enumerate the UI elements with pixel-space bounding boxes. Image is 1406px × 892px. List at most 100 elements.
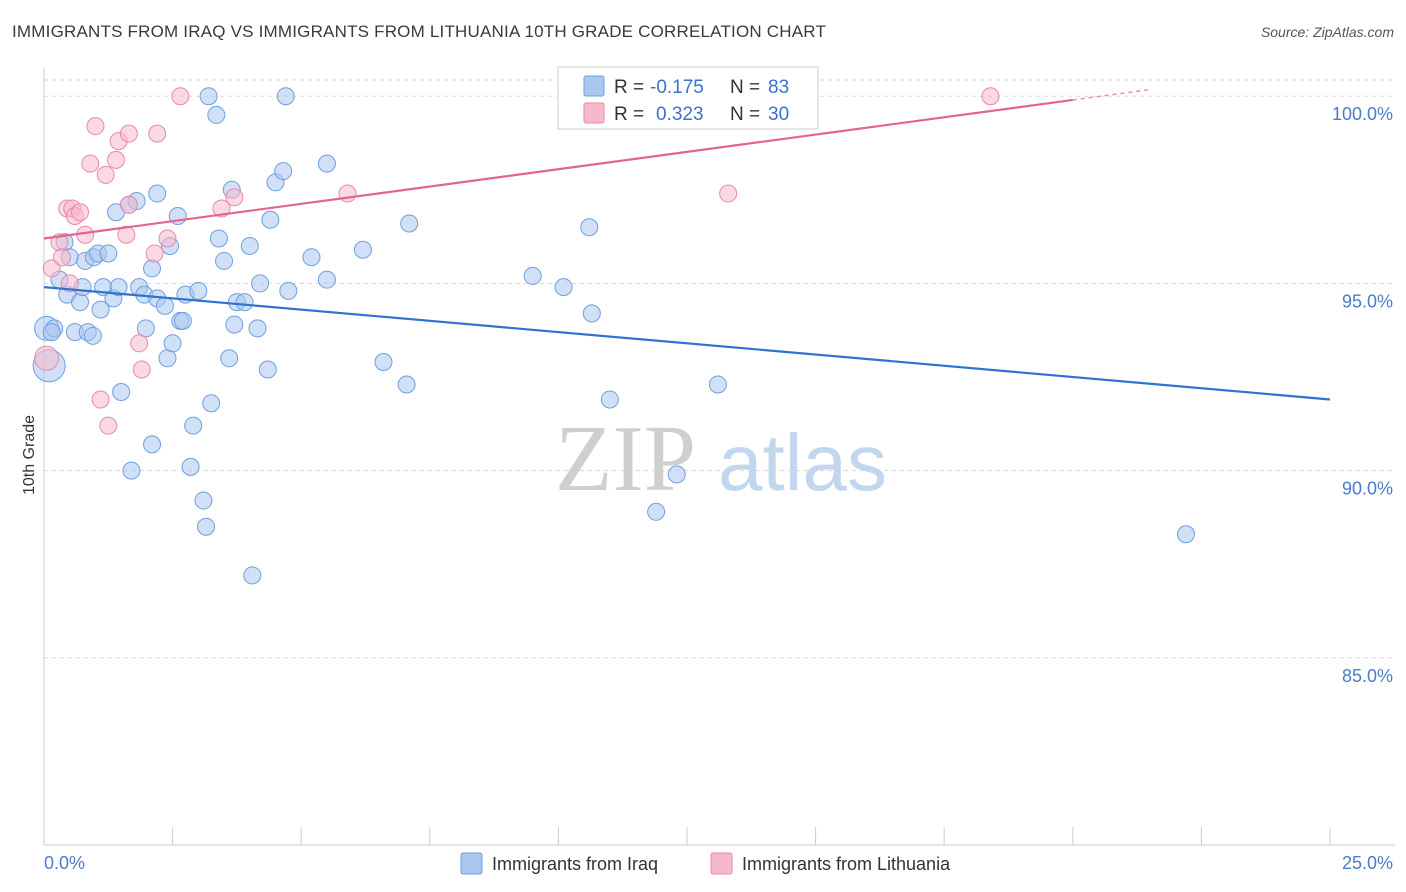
point-iraq-45 bbox=[199, 87, 218, 106]
point-iraq-65 bbox=[302, 248, 321, 267]
axis-layer: 85.0% 90.0% 95.0% 100.0% 0.0% 25.0% bbox=[43, 68, 1395, 873]
point-iraq-78 bbox=[667, 465, 686, 484]
point-lithuania-29 bbox=[719, 184, 738, 203]
point-lithuania-18 bbox=[119, 195, 138, 214]
point-iraq-49 bbox=[215, 251, 234, 270]
point-iraq-72 bbox=[523, 266, 542, 285]
legend-r-label-iraq: R = bbox=[614, 77, 644, 98]
source-label: Source: ZipAtlas.com bbox=[1260, 24, 1394, 40]
point-iraq-57 bbox=[248, 319, 267, 338]
point-iraq-60 bbox=[261, 210, 280, 229]
point-iraq-58 bbox=[251, 274, 270, 293]
point-lithuania-22 bbox=[145, 244, 164, 263]
point-iraq-41 bbox=[184, 416, 203, 435]
point-iraq-74 bbox=[580, 218, 599, 237]
point-iraq-31 bbox=[148, 184, 167, 203]
point-iraq-15 bbox=[91, 300, 110, 319]
point-iraq-32 bbox=[155, 296, 174, 315]
point-iraq-46 bbox=[202, 394, 221, 413]
point-iraq-17 bbox=[99, 244, 118, 263]
point-iraq-48 bbox=[209, 229, 228, 248]
point-iraq-76 bbox=[600, 390, 619, 409]
y-tick-label-85: 85.0% bbox=[1342, 666, 1393, 686]
legend-n-label-iraq: N = bbox=[730, 77, 760, 98]
legend-box: R = -0.175 N = 83 R = 0.323 N = 30 bbox=[557, 66, 819, 130]
point-iraq-54 bbox=[235, 293, 254, 312]
point-lithuania-30 bbox=[981, 87, 1000, 106]
trend-line-lithuania-extension bbox=[1072, 88, 1151, 101]
point-lithuania-17 bbox=[117, 225, 136, 244]
bottom-legend: Immigrants from Iraq Immigrants from Lit… bbox=[460, 852, 951, 875]
point-iraq-69 bbox=[374, 353, 393, 372]
point-lithuania-5 bbox=[60, 274, 79, 293]
point-iraq-21 bbox=[112, 382, 131, 401]
watermark-zip: ZIP bbox=[555, 407, 696, 511]
bottom-legend-swatch-lithuania bbox=[710, 852, 733, 875]
point-iraq-23 bbox=[122, 461, 141, 480]
point-iraq-47 bbox=[207, 105, 226, 124]
point-iraq-64 bbox=[276, 87, 295, 106]
point-iraq-77 bbox=[647, 502, 666, 521]
x-tick-label-min: 0.0% bbox=[44, 853, 85, 873]
trend-line-iraq bbox=[43, 286, 1331, 401]
point-lithuania-24 bbox=[158, 229, 177, 248]
point-iraq-40 bbox=[181, 457, 200, 476]
point-iraq-44 bbox=[197, 517, 216, 536]
point-iraq-19 bbox=[109, 278, 128, 297]
point-iraq-73 bbox=[554, 278, 573, 297]
trend-line-lithuania bbox=[43, 98, 1073, 240]
legend-swatch-lithuania bbox=[583, 102, 605, 124]
point-iraq-67 bbox=[317, 154, 336, 173]
point-iraq-59 bbox=[258, 360, 277, 379]
point-lithuania-1 bbox=[42, 259, 61, 278]
legend-r-value-lithuania: 0.323 bbox=[656, 104, 704, 125]
point-iraq-71 bbox=[400, 214, 419, 233]
point-lithuania-12 bbox=[91, 390, 110, 409]
point-iraq-68 bbox=[353, 240, 372, 259]
points-layer bbox=[32, 87, 1195, 585]
legend-n-value-lithuania: 30 bbox=[768, 104, 789, 125]
trend-layer bbox=[43, 88, 1331, 401]
point-iraq-43 bbox=[194, 491, 213, 510]
point-iraq-82 bbox=[42, 323, 61, 342]
point-lithuania-0 bbox=[34, 345, 60, 371]
y-tick-label-90: 90.0% bbox=[1342, 479, 1393, 499]
point-lithuania-20 bbox=[130, 334, 149, 353]
bottom-legend-swatch-iraq bbox=[460, 852, 483, 875]
y-axis-label: 10th Grade bbox=[21, 415, 38, 495]
legend-r-label-lithuania: R = bbox=[614, 104, 644, 125]
bottom-legend-label-lithuania: Immigrants from Lithuania bbox=[742, 854, 951, 874]
point-iraq-12 bbox=[83, 326, 102, 345]
point-iraq-27 bbox=[136, 319, 155, 338]
point-lithuania-11 bbox=[86, 117, 105, 136]
point-lithuania-25 bbox=[171, 87, 190, 106]
point-iraq-52 bbox=[225, 315, 244, 334]
watermark-atlas: atlas bbox=[718, 418, 887, 507]
point-iraq-28 bbox=[143, 259, 162, 278]
point-lithuania-19 bbox=[119, 124, 138, 143]
bottom-legend-label-iraq: Immigrants from Iraq bbox=[492, 854, 658, 874]
point-iraq-66 bbox=[317, 270, 336, 289]
point-lithuania-10 bbox=[81, 154, 100, 173]
point-lithuania-8 bbox=[71, 203, 90, 222]
point-lithuania-13 bbox=[96, 165, 115, 184]
point-iraq-70 bbox=[397, 375, 416, 394]
point-lithuania-23 bbox=[148, 124, 167, 143]
point-lithuania-3 bbox=[53, 248, 72, 267]
point-iraq-75 bbox=[582, 304, 601, 323]
point-iraq-50 bbox=[220, 349, 239, 368]
point-iraq-33 bbox=[158, 349, 177, 368]
legend-n-value-iraq: 83 bbox=[768, 77, 789, 98]
y-tick-label-100: 100.0% bbox=[1332, 104, 1393, 124]
point-iraq-63 bbox=[279, 281, 298, 300]
point-iraq-8 bbox=[71, 293, 90, 312]
chart-title: IMMIGRANTS FROM IRAQ VS IMMIGRANTS FROM … bbox=[12, 22, 827, 41]
point-iraq-55 bbox=[240, 236, 259, 255]
point-iraq-29 bbox=[143, 435, 162, 454]
point-lithuania-15 bbox=[107, 150, 126, 169]
legend-r-value-iraq: -0.175 bbox=[650, 77, 704, 98]
point-iraq-79 bbox=[708, 375, 727, 394]
point-lithuania-27 bbox=[225, 188, 244, 207]
legend-n-label-lithuania: N = bbox=[730, 104, 760, 125]
